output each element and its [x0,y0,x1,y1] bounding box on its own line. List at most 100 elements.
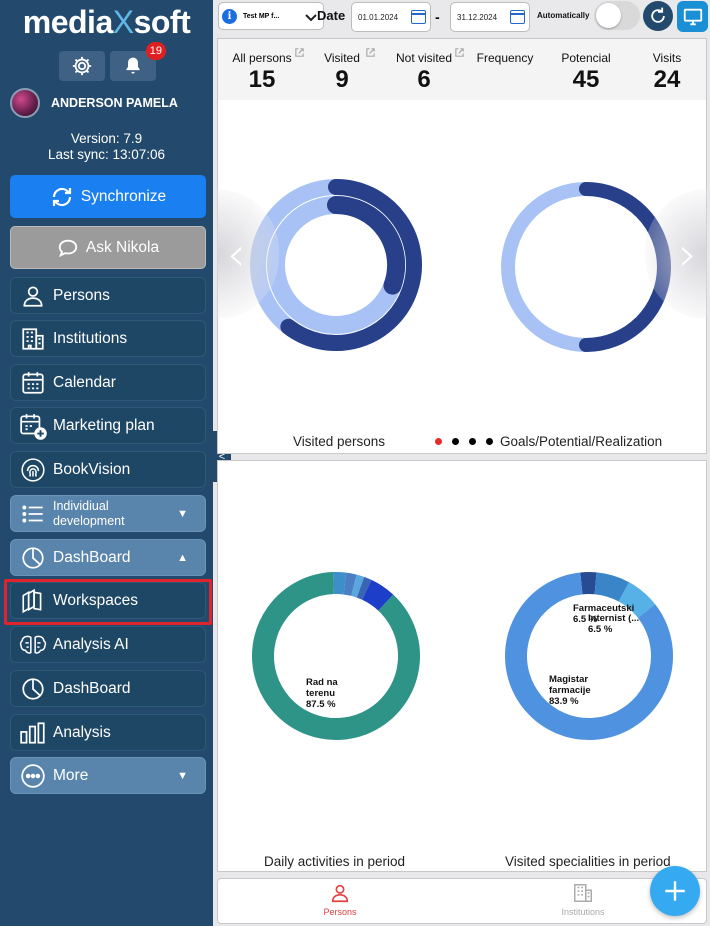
donut-slice[interactable] [343,572,357,596]
date-to-field[interactable]: 31.12.2024 [450,2,530,32]
stat-value: 15 [248,66,276,93]
visited-persons-caption: Visited persons [293,434,386,449]
date-from-field[interactable]: 01.01.2024 [351,2,431,32]
sidebar-item-calendar[interactable]: Calendar [10,364,206,401]
sidebar-item-analysis-ai[interactable]: Analysis AI [10,626,206,663]
sidebar-item-institutions[interactable]: Institutions [10,320,206,357]
date-separator: - [435,9,440,25]
auto-refresh-label: Automatically [537,11,590,20]
sidebar-item-label: Marketing plan [53,416,155,434]
donut-slice[interactable] [361,579,394,611]
calendar-icon[interactable] [510,10,525,24]
stat-visited[interactable]: Visited 9 [321,48,375,94]
chat-bubble-icon [58,239,78,257]
sidebar-item-label: Institutions [53,329,128,347]
stat-value: 6 [417,66,431,93]
visited-specialities-caption: Visited specialities in period [505,854,671,869]
tab-institutions[interactable]: Institutions [554,882,612,917]
donut-slice[interactable] [252,572,420,740]
monitor-icon [683,8,702,25]
refresh-icon [651,7,665,23]
ask-nikola-button[interactable]: Ask Nikola [10,226,206,269]
stat-visits: Visits 24 [649,51,685,94]
sidebar-item-persons[interactable]: Persons [10,277,206,314]
toggle-knob [596,3,621,28]
person-icon [23,285,43,307]
person-icon [331,884,349,903]
donut-slice[interactable] [351,574,365,598]
stat-label: Frequency [476,51,534,65]
stat-all-persons[interactable]: All persons 15 [232,48,304,94]
bottom-tab-bar: Persons Institutions [217,878,707,924]
stat-label: Visited [324,51,360,65]
carousel-dot-active[interactable] [435,438,442,445]
chevron-down-icon: ▼ [177,507,188,520]
screen-button[interactable] [677,1,708,32]
sidebar-item-label: More [53,766,89,784]
stat-label: Not visited [396,51,453,65]
building-icon [22,327,44,350]
avatar[interactable] [10,88,40,118]
outer-ring-value [280,179,422,351]
carousel-dot[interactable] [469,438,476,445]
sidebar-item-label: BookVision [53,460,131,478]
donut-slice[interactable] [505,572,673,740]
info-icon: i [222,8,237,24]
stat-label: Visits [652,51,682,65]
add-button[interactable] [650,866,700,916]
sidebar-item-more[interactable]: More ▼ [10,757,206,794]
plan-dropdown[interactable]: i Test MP f... [218,2,324,30]
sidebar-item-workspaces[interactable]: Workspaces [10,582,206,619]
plan-dropdown-value: Test MP f... [243,12,280,20]
external-link-icon [366,48,375,57]
sidebar-item-marketing-plan[interactable]: Marketing plan [10,407,206,444]
daily-activities-donut [252,572,420,740]
brain-icon [19,635,47,654]
activities-panel: Rad na terenu 87.5 % Magistar farmacije 83… [217,460,707,872]
sidebar-item-label: Workspaces [53,591,138,609]
calendar-icon[interactable] [411,10,426,24]
sidebar-item-label: Individiual development [53,498,125,528]
chevron-down-icon [305,14,317,22]
tab-label: Institutions [561,907,605,917]
plus-icon [665,881,685,901]
sidebar-item-bookvision[interactable]: BookVision [10,451,206,488]
sidebar-item-label: Calendar [53,373,116,391]
stat-frequency: Frequency [474,51,536,66]
top-bar: i Test MP f... Date 01.01.2024 - 31.12.2… [213,0,710,34]
app-logo: mediaXsoft [22,4,191,40]
date-to-value: 31.12.2024 [457,12,498,22]
date-from-value: 01.01.2024 [358,12,399,22]
sidebar-item-individual-development[interactable]: Individiual development ▼ [10,495,206,532]
carousel-dots [435,438,493,445]
donut-slice[interactable] [618,582,656,619]
stat-not-visited[interactable]: Not visited 6 [396,48,464,94]
settings-button[interactable] [59,51,105,81]
workspaces-icon [22,588,42,613]
sidebar-item-label: Analysis [53,723,111,741]
sidebar-item-dashboard-group[interactable]: DashBoard ▲ [10,539,206,576]
tab-persons[interactable]: Persons [318,882,362,917]
chevron-up-icon: ▲ [177,551,188,564]
sidebar-item-dashboard[interactable]: DashBoard [10,670,206,707]
chevron-down-icon: ▼ [177,769,188,782]
pie-label: Farmaceutski tehnic...6.5 % [573,603,637,625]
donut-slice[interactable] [356,576,372,600]
donut-slice[interactable] [594,572,630,602]
stat-potencial: Potencial 45 [561,51,611,94]
carousel-dot[interactable] [486,438,493,445]
selected-item-highlight [4,579,212,625]
synchronize-button[interactable]: Synchronize [10,175,206,218]
donut-slice[interactable] [333,572,347,595]
sidebar-item-analysis[interactable]: Analysis [10,714,206,751]
external-link-icon [295,48,304,57]
refresh-button[interactable] [643,1,673,31]
chevron-left-icon: ‹ [227,227,246,281]
carousel-dot[interactable] [452,438,459,445]
auto-refresh-toggle[interactable] [594,1,640,30]
inner-ring-value [327,195,406,295]
notifications-button[interactable]: 19 [110,42,166,81]
goals-caption: Goals/Potential/Realization [500,434,663,449]
stat-value: 24 [653,66,681,93]
visited-specialities-donut [505,572,673,740]
